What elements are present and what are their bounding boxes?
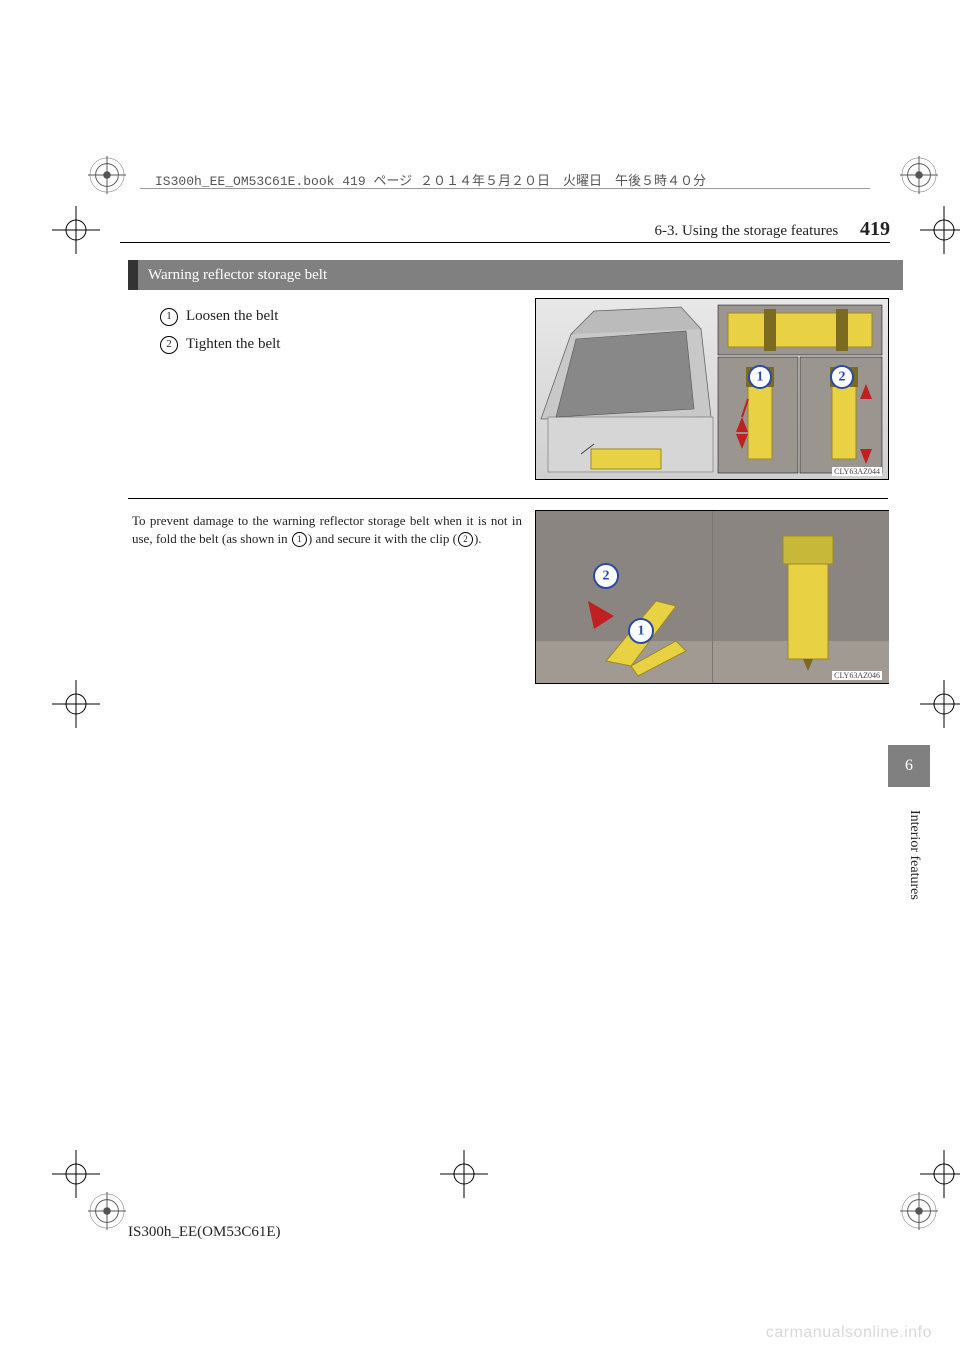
para-ref2: 2: [458, 532, 473, 547]
reg-mark-tl: [88, 156, 126, 194]
step-2: 2 Tighten the belt: [160, 330, 280, 358]
figure1-caption: CLY63AZ044: [832, 467, 882, 476]
step-text-2: Tighten the belt: [186, 336, 280, 352]
chapter-tab: 6: [888, 745, 930, 787]
section-title: 6-3. Using the storage features: [655, 223, 839, 239]
section-header: 6-3. Using the storage features 419: [120, 218, 890, 241]
figure2-caption: CLY63AZ046: [832, 671, 882, 680]
cross-mark-bm: [440, 1150, 488, 1198]
print-header: IS300h_EE_OM53C61E.book 419 ページ ２０１４年５月２…: [155, 170, 706, 189]
cross-mark-ml: [52, 680, 100, 728]
step-text-1: Loosen the belt: [186, 308, 278, 324]
svg-text:1: 1: [638, 624, 645, 639]
step-num-2: 2: [160, 336, 178, 354]
svg-text:2: 2: [839, 370, 846, 385]
para-ref1: 1: [292, 532, 307, 547]
cross-mark-tr: [920, 206, 960, 254]
para-suffix: ).: [474, 531, 482, 546]
cross-mark-mr: [920, 680, 960, 728]
topic-heading: Warning reflector storage belt: [128, 260, 903, 290]
figure-fold-clip: 1 2 CLY63AZ046: [535, 510, 889, 684]
figure-trunk-belt: 1 2 CLY63AZ044: [535, 298, 889, 480]
footer-code: IS300h_EE(OM53C61E): [128, 1224, 281, 1241]
para-mid: ) and secure it with the clip (: [308, 531, 457, 546]
cross-mark-tl: [52, 206, 100, 254]
reg-mark-tr: [900, 156, 938, 194]
svg-text:2: 2: [603, 569, 610, 584]
section-divider: [128, 498, 888, 499]
cross-mark-br2: [920, 1150, 960, 1198]
page-number: 419: [860, 218, 890, 240]
header-rule: [140, 188, 870, 189]
cross-mark-bl: [52, 1150, 100, 1198]
svg-text:1: 1: [757, 370, 764, 385]
step-list: 1 Loosen the belt 2 Tighten the belt: [160, 302, 280, 358]
step-num-1: 1: [160, 308, 178, 326]
step-1: 1 Loosen the belt: [160, 302, 280, 330]
watermark: carmanualsonline.info: [766, 1324, 932, 1342]
section-rule: [120, 242, 890, 243]
chapter-tab-label: Interior features: [902, 810, 922, 970]
body-paragraph: To prevent damage to the warning reflect…: [132, 512, 522, 548]
